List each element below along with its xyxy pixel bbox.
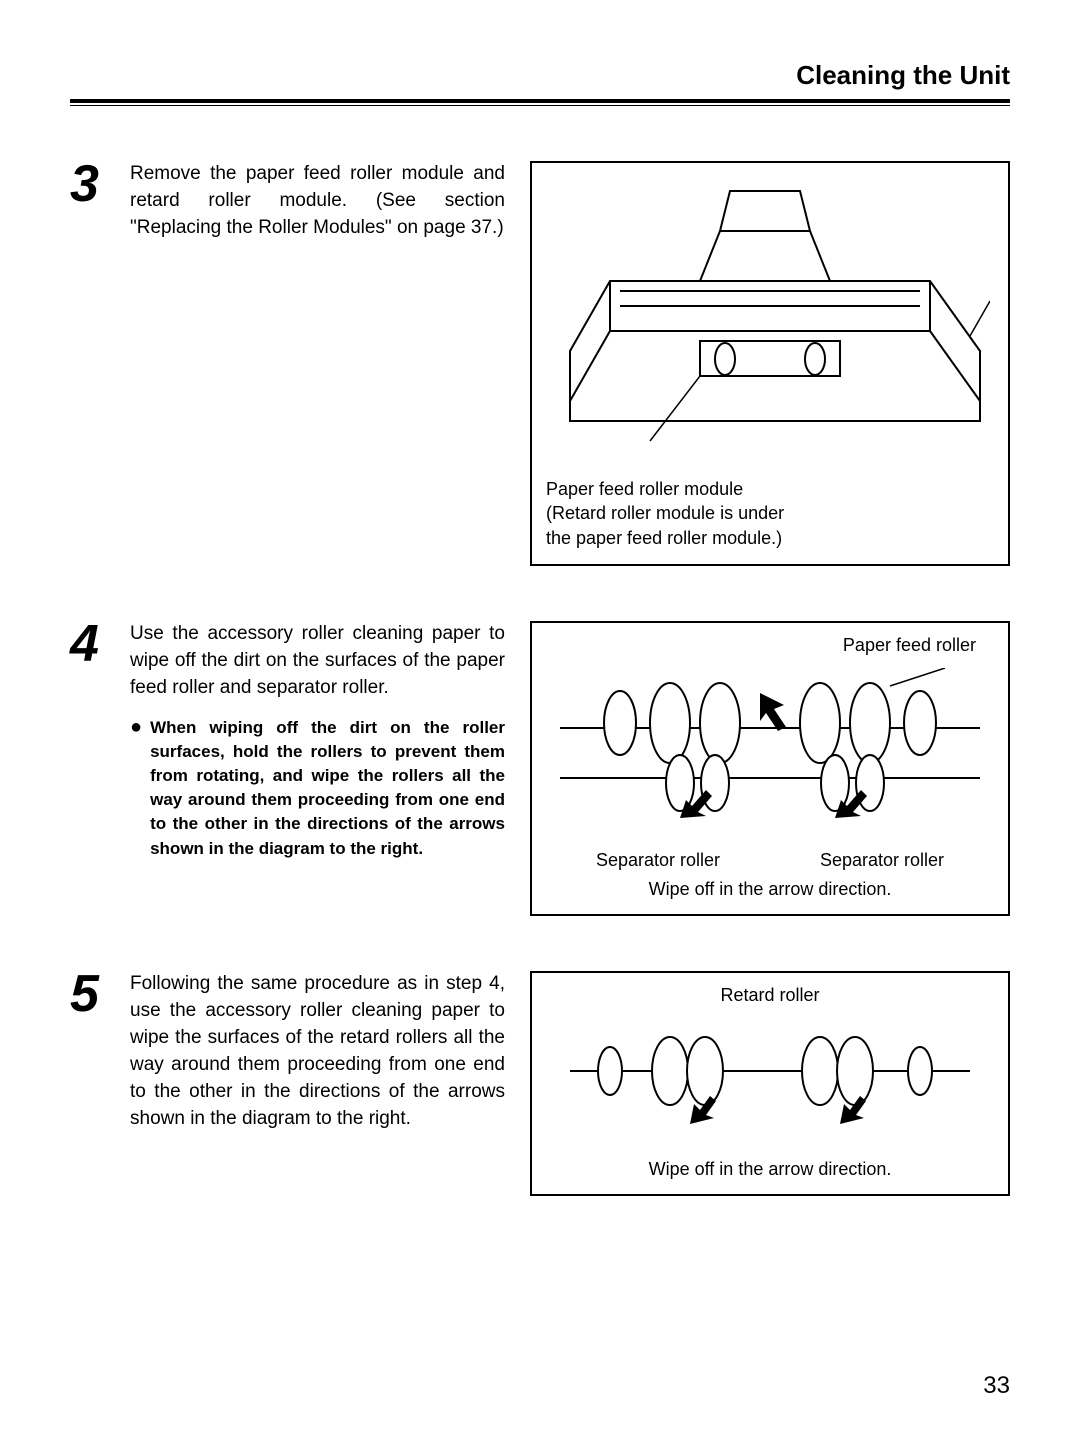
caption-line: (Retard roller module is under — [546, 503, 784, 523]
figure-step-4: Paper feed roller — [530, 621, 1010, 916]
step-body: Following the same procedure as in step … — [130, 971, 1010, 1196]
row-label: Separator roller — [546, 850, 770, 871]
step-text: Use the accessory roller cleaning paper … — [130, 621, 505, 916]
page-number: 33 — [983, 1372, 1010, 1400]
step-3: 3 Remove the paper feed roller module an… — [70, 161, 1010, 566]
figure-top-label: Paper feed roller — [546, 635, 994, 656]
figure-caption: Paper feed roller module (Retard roller … — [546, 477, 994, 550]
step-text: Remove the paper feed roller module and … — [130, 161, 505, 566]
page-header-title: Cleaning the Unit — [70, 60, 1010, 91]
figure-top-label: Retard roller — [546, 985, 994, 1006]
step-4: 4 Use the accessory roller cleaning pape… — [70, 621, 1010, 916]
header-rule-thin — [70, 105, 1010, 106]
figure-row-labels: Separator roller Separator roller — [546, 850, 994, 871]
step-number: 4 — [70, 621, 112, 668]
step-5: 5 Following the same procedure as in ste… — [70, 971, 1010, 1196]
step-text: Following the same procedure as in step … — [130, 971, 505, 1196]
step-body: Remove the paper feed roller module and … — [130, 161, 1010, 566]
step-body: Use the accessory roller cleaning paper … — [130, 621, 1010, 916]
illustration-rollers — [546, 660, 994, 846]
figure-bottom-caption: Wipe off in the arrow direction. — [546, 879, 994, 900]
row-label: Separator roller — [770, 850, 994, 871]
bullet-dot-icon: ● — [130, 716, 142, 861]
step-main-text: Use the accessory roller cleaning paper … — [130, 623, 505, 698]
figure-step-5: Retard roller — [530, 971, 1010, 1196]
header-rule-thick — [70, 99, 1010, 103]
step-number: 3 — [70, 161, 112, 208]
illustration-retard-roller — [546, 1010, 994, 1151]
step-bullet: ● When wiping off the dirt on the roller… — [130, 716, 505, 861]
figure-step-3: Paper feed roller module (Retard roller … — [530, 161, 1010, 566]
illustration-scanner — [546, 171, 994, 471]
caption-line: the paper feed roller module.) — [546, 528, 782, 548]
bullet-text: When wiping off the dirt on the roller s… — [150, 716, 505, 861]
figure-bottom-caption: Wipe off in the arrow direction. — [546, 1159, 994, 1180]
caption-line: Paper feed roller module — [546, 479, 743, 499]
step-number: 5 — [70, 971, 112, 1018]
